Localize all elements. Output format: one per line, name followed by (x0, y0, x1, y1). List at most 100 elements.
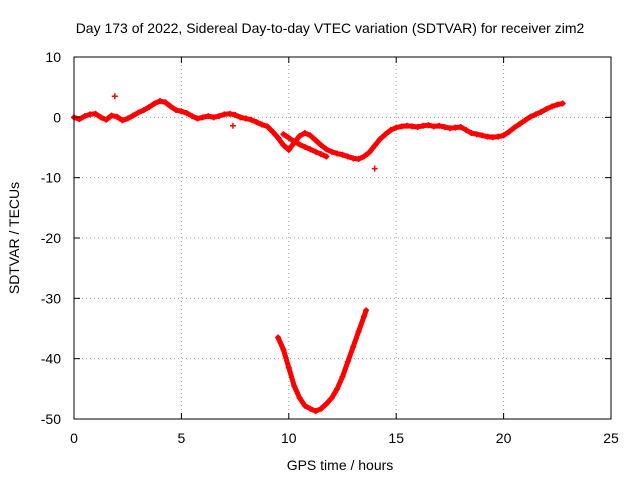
data-point (291, 138, 298, 145)
data-point (264, 123, 271, 130)
data-point (307, 146, 314, 153)
data-point (253, 119, 260, 126)
y-tick-label: 0 (53, 109, 61, 125)
data-point (307, 405, 314, 412)
y-tick-label: -20 (41, 230, 61, 246)
data-point (500, 132, 507, 139)
data-point (285, 364, 292, 371)
data-point (387, 127, 394, 134)
data-point (130, 112, 137, 119)
data-point (312, 137, 319, 144)
data-point (457, 123, 464, 130)
data-point (146, 104, 153, 111)
data-point (285, 134, 292, 141)
data-point (382, 131, 389, 138)
data-point (119, 117, 126, 124)
data-point (350, 155, 357, 162)
series-band-3 (275, 307, 369, 414)
y-tick-label: 10 (45, 49, 61, 65)
data-point (81, 113, 88, 120)
data-point (360, 313, 367, 320)
data-point (291, 382, 298, 389)
data-point (173, 107, 180, 114)
data-point (398, 123, 405, 130)
data-point (371, 142, 378, 149)
data-point (344, 153, 351, 160)
data-point (538, 108, 545, 115)
data-point (318, 151, 325, 158)
data-point (258, 121, 265, 128)
data-point (301, 143, 308, 150)
grid-lines (74, 57, 611, 419)
data-point (452, 124, 459, 131)
data-point (403, 122, 410, 129)
data-point (366, 149, 373, 156)
data-point (296, 394, 303, 401)
data-point (232, 111, 239, 118)
data-point (221, 111, 228, 118)
data-point (554, 101, 561, 108)
data-point (167, 103, 174, 110)
data-point (446, 125, 453, 132)
data-point (334, 150, 341, 157)
plot-frame (73, 56, 612, 420)
y-tick-label: -10 (41, 170, 61, 186)
x-tick-label: 15 (388, 430, 404, 446)
data-point (420, 122, 427, 129)
data-point (280, 142, 287, 149)
data-point (377, 136, 384, 143)
data-point (87, 111, 94, 118)
data-point (189, 113, 196, 120)
data-point (484, 133, 491, 140)
data-point (436, 122, 443, 129)
y-axis-label: SDTVAR / TECUs (6, 182, 22, 294)
data-point (280, 131, 287, 138)
data-point (495, 133, 502, 140)
data-point (355, 328, 362, 335)
data-point (532, 111, 539, 118)
data-point (269, 128, 276, 135)
x-tick-label: 0 (70, 430, 78, 446)
data-point (355, 155, 362, 162)
data-point (199, 114, 206, 121)
x-tick-label: 20 (496, 430, 512, 446)
data-point (430, 123, 437, 130)
data-point (425, 122, 432, 129)
data-point (360, 153, 367, 160)
data-point (511, 124, 518, 131)
data-point (463, 127, 470, 134)
axis-ticks: 0 5 10 15 20 25 10 0 -10 -20 -30 -40 -50 (41, 49, 619, 446)
data-point (543, 105, 550, 112)
data-point (97, 114, 104, 121)
data-point (328, 394, 335, 401)
data-point (226, 110, 233, 117)
data-point (527, 113, 534, 120)
data-point (183, 110, 190, 117)
data-point (307, 132, 314, 139)
data-point (318, 142, 325, 149)
x-tick-label: 5 (178, 430, 186, 446)
y-tick-label: -50 (41, 411, 61, 427)
y-tick-label: -40 (41, 351, 61, 367)
data-point (516, 120, 523, 127)
data-point (248, 116, 255, 123)
data-marks (71, 93, 566, 415)
data-point (103, 116, 110, 123)
data-point (334, 385, 341, 392)
data-point (194, 115, 201, 122)
data-point (301, 402, 308, 409)
data-point (505, 128, 512, 135)
data-point (339, 373, 346, 380)
data-point (178, 108, 185, 115)
data-point (350, 343, 357, 350)
data-point (140, 107, 147, 114)
data-point (441, 123, 448, 130)
x-tick-label: 10 (281, 430, 297, 446)
x-tick-label: 25 (603, 430, 619, 446)
data-point (151, 100, 158, 107)
outlier-point (371, 165, 378, 172)
chart-title: Day 173 of 2022, Sidereal Day-to-day VTE… (76, 20, 585, 36)
data-point (479, 132, 486, 139)
data-point (328, 148, 335, 155)
